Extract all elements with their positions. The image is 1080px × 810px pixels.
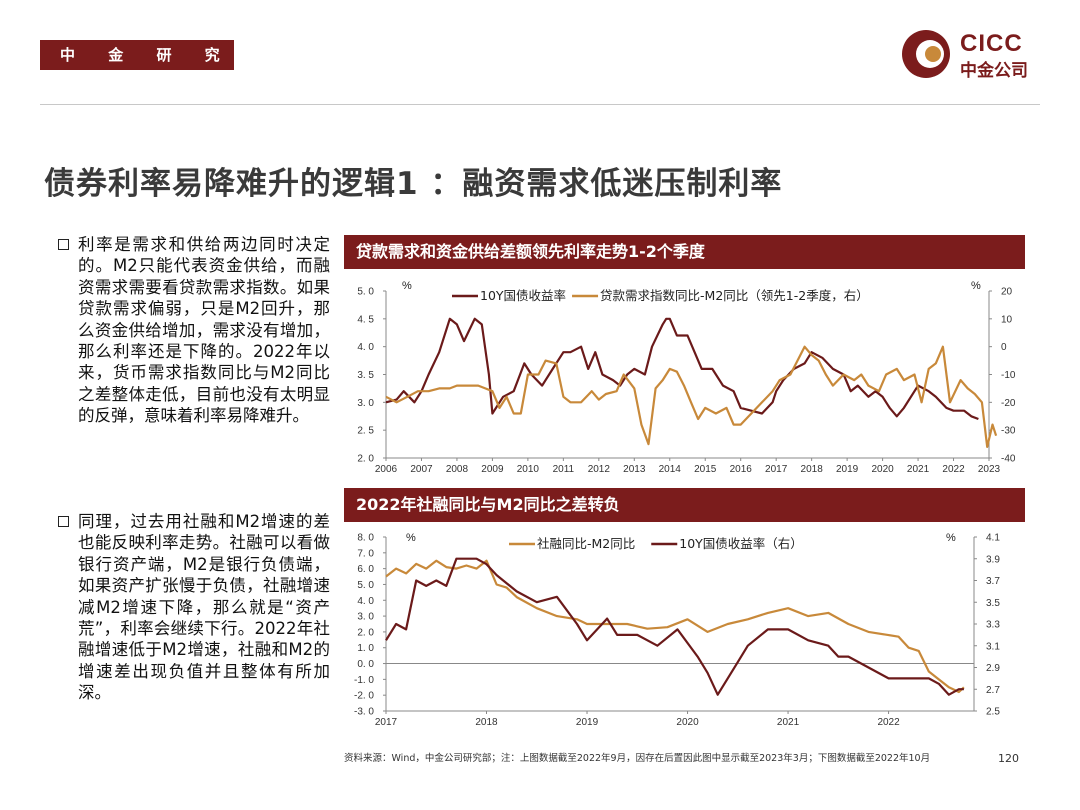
x-tick-label: 2016 (730, 464, 753, 475)
bullet-text-1: 利率是需求和供给两边同时决定的。M2只能代表资金供给，而融资需求需要看贷款需求指… (78, 235, 330, 426)
x-tick-label: 2013 (623, 464, 646, 475)
right-unit-label: % (971, 280, 981, 292)
legend-label: 社融同比-M2同比 (537, 536, 635, 551)
right-tick-label: 2.7 (986, 685, 1000, 696)
left-tick-label: 2. 0 (357, 454, 374, 465)
page-number: 120 (998, 752, 1019, 765)
x-tick-label: 2011 (553, 464, 575, 475)
x-tick-label: 2018 (475, 717, 498, 728)
bullet-square-icon (58, 516, 69, 527)
left-tick-label: 5. 0 (357, 580, 374, 591)
right-tick-label: 3.9 (986, 554, 1000, 565)
left-unit-label: % (406, 532, 416, 544)
left-tick-label: 8. 0 (357, 533, 374, 544)
left-unit-label: % (402, 280, 412, 292)
logo-text-en: CICC (960, 30, 1023, 57)
chart2-tsf-m2-gap: -3. 0 -2. 0 -1. 0 0. 0 1. 0 2. 0 3. 0 4. 0 5. 0 6… (354, 532, 1000, 728)
right-tick-label: 3.7 (986, 576, 1000, 587)
series-line-2 (385, 345, 998, 448)
x-tick-label: 2010 (517, 464, 540, 475)
right-tick-label: -10 (1001, 370, 1016, 381)
right-tick-label: 0 (1001, 342, 1007, 353)
left-tick-label: 3. 0 (357, 398, 374, 409)
left-tick-label: -3. 0 (354, 707, 374, 718)
left-tick-label: 2. 5 (357, 426, 374, 437)
chart1-heading: 贷款需求和资金供给差额领先利率走势1-2个季度 (344, 235, 1025, 269)
legend-label: 10Y国债收益率 (480, 288, 566, 303)
x-tick-label: 2015 (694, 464, 717, 475)
right-tick-label: 10 (1001, 314, 1013, 325)
x-tick-label: 2019 (836, 464, 859, 475)
right-tick-label: 4.1 (986, 533, 1000, 544)
left-tick-label: 0. 0 (357, 659, 374, 670)
series-line-2 (385, 557, 964, 696)
source-footnote: 资料来源：Wind，中金公司研究部；注：上图数据截至2022年9月，因存在后置因… (344, 753, 931, 764)
cicc-logo-mark-icon (902, 30, 950, 78)
x-tick-label: 2017 (765, 464, 788, 475)
left-tick-label: 7. 0 (357, 548, 374, 559)
right-tick-label: 3.1 (986, 641, 1000, 652)
left-tick-label: 1. 0 (357, 643, 374, 654)
left-tick-label: 2. 0 (357, 627, 374, 638)
logo-text-cn: 中金公司 (960, 61, 1028, 81)
right-unit-label: % (946, 532, 956, 544)
x-tick-label: 2008 (446, 464, 469, 475)
x-tick-label: 2023 (978, 464, 1001, 475)
page-title: 债券利率易降难升的逻辑1 ：融资需求低迷压制利率 (44, 166, 783, 202)
bullet-text-2: 同理，过去用社融和M2增速的差也能反映利率走势。社融可以看做银行资产端，M2是银… (78, 512, 330, 703)
x-tick-label: 2020 (871, 464, 894, 475)
x-tick-label: 2006 (375, 464, 398, 475)
x-tick-label: 2009 (481, 464, 504, 475)
x-tick-label: 2021 (907, 464, 930, 475)
left-tick-label: 4. 0 (357, 596, 374, 607)
right-tick-label: 20 (1001, 287, 1013, 298)
right-tick-label: -20 (1001, 398, 1016, 409)
x-tick-label: 2022 (942, 464, 965, 475)
left-tick-label: 5. 0 (357, 287, 374, 298)
left-tick-label: 4. 5 (357, 314, 374, 325)
x-tick-label: 2021 (777, 717, 800, 728)
right-tick-label: -30 (1001, 426, 1016, 437)
department-tag: 中 金 研 究 部 (40, 40, 268, 70)
right-tick-label: 2.9 (986, 663, 1000, 674)
x-tick-label: 2012 (588, 464, 611, 475)
x-tick-label: 2014 (659, 464, 682, 475)
x-tick-label: 2019 (576, 717, 599, 728)
left-tick-label: 3. 5 (357, 370, 374, 381)
left-tick-label: -1. 0 (354, 675, 374, 686)
left-tick-label: 6. 0 (357, 564, 374, 575)
x-tick-label: 2022 (877, 717, 900, 728)
left-tick-label: -2. 0 (354, 691, 374, 702)
right-tick-label: 3.3 (986, 620, 1000, 631)
series-line-1 (385, 317, 979, 421)
right-tick-label: 3.5 (986, 598, 1000, 609)
chart2-heading: 2022年社融同比与M2同比之差转负 (344, 488, 1025, 522)
chart1-loan-demand-vs-yield: 2. 0 2. 5 3. 0 3. 5 4. 0 4. 5 5. 0 -40 -30 -20 -10… (357, 280, 1016, 475)
left-tick-label: 4. 0 (357, 342, 374, 353)
right-tick-label: 2.5 (986, 707, 1000, 718)
x-tick-label: 2020 (676, 717, 699, 728)
header-divider (40, 104, 1040, 105)
x-tick-label: 2007 (410, 464, 433, 475)
x-tick-label: 2017 (375, 717, 398, 728)
legend-label: 贷款需求指数同比-M2同比（领先1-2季度，右） (600, 288, 869, 303)
legend-label: 10Y国债收益率（右） (679, 536, 803, 551)
right-tick-label: -40 (1001, 454, 1016, 465)
cicc-logo: CICC 中金公司 (900, 28, 1045, 82)
bullet-square-icon (58, 239, 69, 250)
left-tick-label: 3. 0 (357, 612, 374, 623)
x-tick-label: 2018 (801, 464, 824, 475)
